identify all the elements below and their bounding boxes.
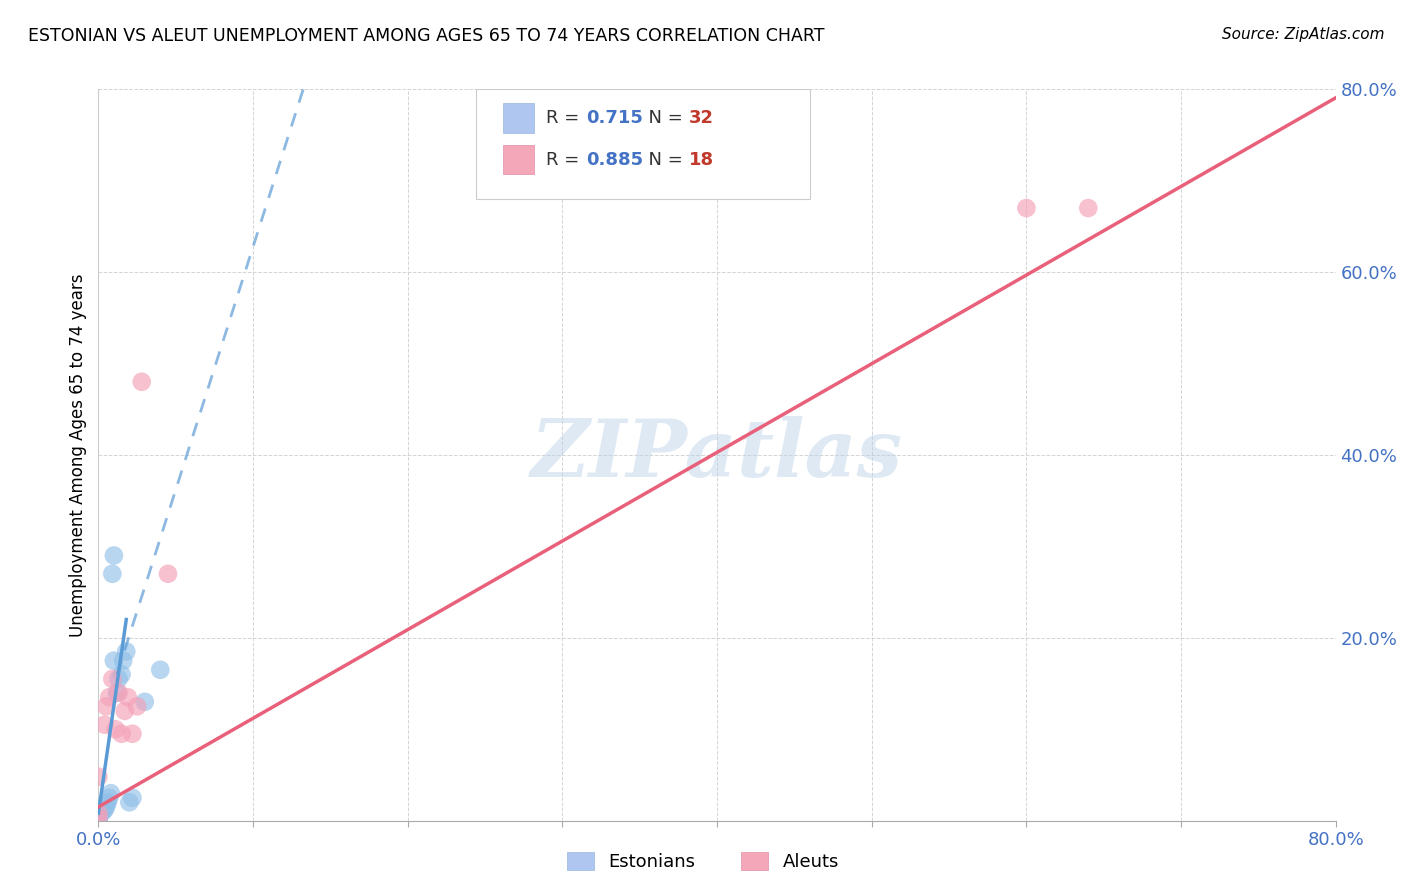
Point bbox=[98, 690, 121, 705]
Point bbox=[100, 786, 122, 800]
Point bbox=[103, 654, 125, 668]
Point bbox=[101, 672, 124, 686]
Point bbox=[1015, 201, 1038, 215]
Point bbox=[93, 717, 115, 731]
Point bbox=[96, 800, 118, 814]
Point bbox=[87, 770, 110, 784]
Point bbox=[107, 685, 129, 699]
Point bbox=[127, 699, 149, 714]
Point bbox=[87, 814, 110, 828]
Text: N =: N = bbox=[637, 109, 688, 127]
Text: R =: R = bbox=[547, 151, 585, 169]
Point bbox=[149, 663, 172, 677]
Point bbox=[87, 814, 110, 828]
Point bbox=[90, 805, 112, 819]
Point bbox=[111, 727, 132, 741]
Point bbox=[114, 704, 136, 718]
Point bbox=[96, 797, 118, 812]
Point bbox=[134, 695, 156, 709]
Point bbox=[87, 811, 110, 825]
FancyBboxPatch shape bbox=[503, 145, 534, 175]
Point bbox=[87, 814, 110, 828]
Point bbox=[112, 654, 135, 668]
Point bbox=[157, 566, 180, 581]
Legend: Estonians, Aleuts: Estonians, Aleuts bbox=[560, 846, 846, 879]
Point bbox=[121, 790, 143, 805]
Text: R =: R = bbox=[547, 109, 585, 127]
Point bbox=[87, 813, 110, 827]
Text: 0.715: 0.715 bbox=[586, 109, 643, 127]
Point bbox=[117, 690, 139, 705]
Point bbox=[98, 790, 121, 805]
Point bbox=[87, 811, 110, 825]
Text: ESTONIAN VS ALEUT UNEMPLOYMENT AMONG AGES 65 TO 74 YEARS CORRELATION CHART: ESTONIAN VS ALEUT UNEMPLOYMENT AMONG AGE… bbox=[28, 27, 825, 45]
Point bbox=[87, 812, 110, 826]
Point bbox=[97, 796, 120, 810]
Text: 32: 32 bbox=[689, 109, 714, 127]
Point bbox=[87, 814, 110, 828]
Point bbox=[111, 667, 132, 681]
Point bbox=[87, 810, 110, 824]
Point bbox=[87, 806, 110, 821]
Point bbox=[87, 806, 110, 821]
Text: ZIPatlas: ZIPatlas bbox=[531, 417, 903, 493]
Text: Source: ZipAtlas.com: Source: ZipAtlas.com bbox=[1222, 27, 1385, 42]
Point bbox=[107, 672, 129, 686]
Point bbox=[104, 723, 127, 737]
Point bbox=[93, 803, 115, 817]
Point bbox=[87, 805, 110, 820]
Point bbox=[91, 805, 114, 819]
Point bbox=[131, 375, 153, 389]
FancyBboxPatch shape bbox=[503, 103, 534, 133]
Point bbox=[105, 685, 128, 699]
Point bbox=[103, 549, 125, 563]
Point bbox=[121, 727, 143, 741]
Point bbox=[87, 808, 110, 822]
Point bbox=[118, 796, 141, 810]
Point bbox=[1077, 201, 1099, 215]
Point bbox=[115, 644, 138, 658]
Point bbox=[87, 809, 110, 823]
Text: 18: 18 bbox=[689, 151, 714, 169]
FancyBboxPatch shape bbox=[475, 89, 810, 199]
Text: N =: N = bbox=[637, 151, 688, 169]
Y-axis label: Unemployment Among Ages 65 to 74 years: Unemployment Among Ages 65 to 74 years bbox=[69, 273, 87, 637]
Point bbox=[101, 566, 124, 581]
Text: 0.885: 0.885 bbox=[586, 151, 643, 169]
Point bbox=[96, 699, 118, 714]
